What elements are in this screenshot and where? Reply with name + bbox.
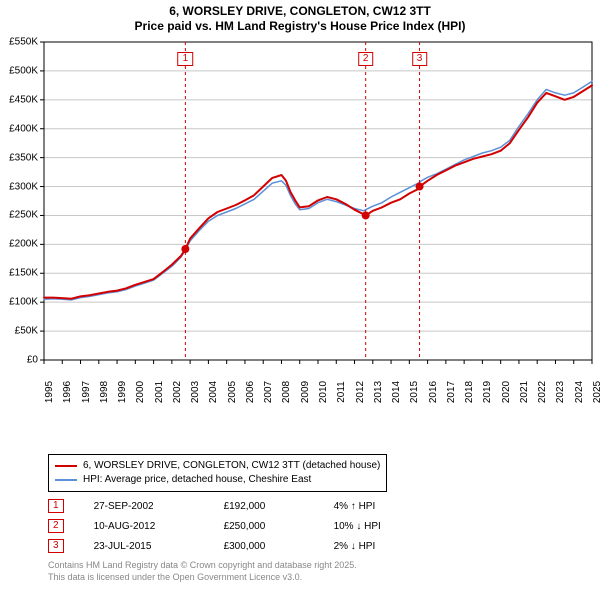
- legend-swatch: [55, 465, 77, 467]
- footer-line-2: This data is licensed under the Open Gov…: [48, 572, 302, 582]
- y-tick-label: £500K: [9, 65, 38, 76]
- sale-marker-badge: 1: [178, 52, 194, 66]
- x-tick-label: 2024: [574, 381, 585, 403]
- x-tick-label: 2006: [245, 381, 256, 403]
- title-line-2: Price paid vs. HM Land Registry's House …: [135, 19, 466, 33]
- x-tick-label: 1995: [44, 381, 55, 403]
- y-tick-label: £100K: [9, 297, 38, 308]
- x-tick-label: 2003: [190, 381, 201, 403]
- sales-row-badge: 3: [48, 539, 64, 553]
- legend-swatch: [55, 479, 77, 481]
- chart-title: 6, WORSLEY DRIVE, CONGLETON, CW12 3TT Pr…: [0, 0, 600, 34]
- x-tick-label: 2019: [482, 381, 493, 403]
- sales-row-price: £300,000: [224, 541, 334, 552]
- legend: 6, WORSLEY DRIVE, CONGLETON, CW12 3TT (d…: [48, 454, 387, 492]
- legend-item: 6, WORSLEY DRIVE, CONGLETON, CW12 3TT (d…: [55, 459, 380, 473]
- x-tick-label: 2025: [592, 381, 600, 403]
- sales-row-price: £192,000: [224, 501, 334, 512]
- x-tick-label: 2015: [409, 381, 420, 403]
- x-tick-label: 2017: [446, 381, 457, 403]
- x-tick-label: 2010: [318, 381, 329, 403]
- x-tick-label: 2014: [391, 381, 402, 403]
- sales-table: 1 27-SEP-2002£192,0004% ↑ HPI 2 10-AUG-2012…: [48, 496, 424, 556]
- x-tick-label: 2000: [135, 381, 146, 403]
- sales-row-date: 27-SEP-2002: [94, 501, 224, 512]
- x-tick-label: 2023: [555, 381, 566, 403]
- x-tick-label: 2005: [227, 381, 238, 403]
- x-tick-label: 2008: [281, 381, 292, 403]
- sale-marker-badge: 2: [358, 52, 374, 66]
- sales-row-date: 10-AUG-2012: [94, 521, 224, 532]
- x-tick-label: 1999: [117, 381, 128, 403]
- x-tick-label: 2012: [355, 381, 366, 403]
- y-tick-label: £300K: [9, 181, 38, 192]
- x-tick-label: 2022: [537, 381, 548, 403]
- y-tick-label: £350K: [9, 152, 38, 163]
- x-tick-label: 2007: [263, 381, 274, 403]
- legend-label: 6, WORSLEY DRIVE, CONGLETON, CW12 3TT (d…: [83, 459, 380, 473]
- y-tick-label: £200K: [9, 239, 38, 250]
- sales-row: 2 10-AUG-2012£250,00010% ↓ HPI: [48, 516, 424, 536]
- x-tick-label: 2021: [519, 381, 530, 403]
- sales-row-date: 23-JUL-2015: [94, 541, 224, 552]
- x-tick-label: 1997: [81, 381, 92, 403]
- legend-label: HPI: Average price, detached house, Ches…: [83, 473, 311, 487]
- y-tick-label: £550K: [9, 37, 38, 48]
- sales-row-badge: 1: [48, 499, 64, 513]
- y-tick-label: £50K: [15, 326, 38, 337]
- x-tick-label: 1996: [62, 381, 73, 403]
- x-tick-label: 2013: [373, 381, 384, 403]
- sales-row-price: £250,000: [224, 521, 334, 532]
- y-tick-label: £400K: [9, 123, 38, 134]
- x-tick-label: 2001: [154, 381, 165, 403]
- y-tick-label: £450K: [9, 94, 38, 105]
- sales-row: 3 23-JUL-2015£300,0002% ↓ HPI: [48, 536, 424, 556]
- y-tick-label: £0: [27, 355, 38, 366]
- x-tick-label: 2016: [428, 381, 439, 403]
- chart-container: 6, WORSLEY DRIVE, CONGLETON, CW12 3TT Pr…: [0, 0, 600, 590]
- sales-row: 1 27-SEP-2002£192,0004% ↑ HPI: [48, 496, 424, 516]
- x-tick-label: 2018: [464, 381, 475, 403]
- footer-line-1: Contains HM Land Registry data © Crown c…: [48, 560, 357, 570]
- legend-item: HPI: Average price, detached house, Ches…: [55, 473, 380, 487]
- x-tick-label: 2009: [300, 381, 311, 403]
- sales-row-hpi: 4% ↑ HPI: [334, 501, 424, 512]
- x-tick-label: 2002: [172, 381, 183, 403]
- x-tick-label: 2011: [336, 381, 347, 403]
- y-tick-label: £250K: [9, 210, 38, 221]
- sales-row-badge: 2: [48, 519, 64, 533]
- x-tick-label: 2004: [208, 381, 219, 403]
- footer-attribution: Contains HM Land Registry data © Crown c…: [48, 560, 357, 583]
- title-line-1: 6, WORSLEY DRIVE, CONGLETON, CW12 3TT: [169, 4, 431, 18]
- sales-row-hpi: 2% ↓ HPI: [334, 541, 424, 552]
- chart-svg: [0, 36, 600, 416]
- sale-marker-badge: 3: [412, 52, 428, 66]
- x-tick-label: 1998: [99, 381, 110, 403]
- y-tick-label: £150K: [9, 268, 38, 279]
- chart-area: £0 £50K £100K £150K £200K £250K £300K £350K £400…: [0, 36, 600, 416]
- sales-row-hpi: 10% ↓ HPI: [334, 521, 424, 532]
- x-tick-label: 2020: [501, 381, 512, 403]
